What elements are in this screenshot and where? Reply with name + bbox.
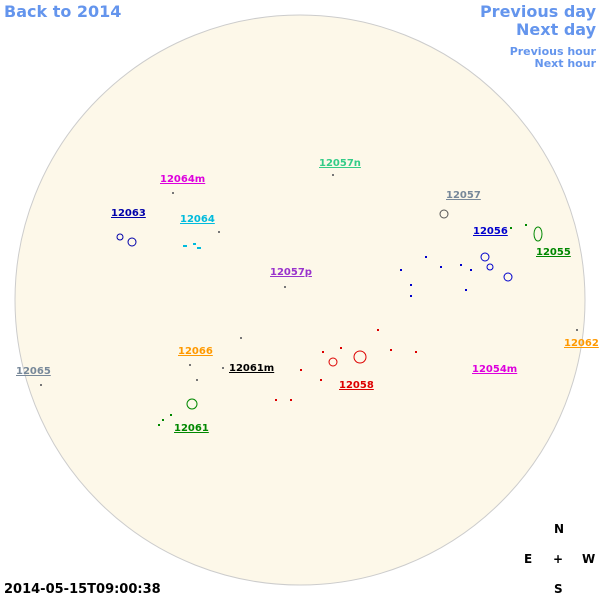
compass-west: W [582, 552, 596, 566]
timestamp: 2014-05-15T09:00:38 [4, 582, 161, 597]
previous-day-link[interactable]: Previous day [479, 2, 596, 21]
compass-south: S [554, 582, 563, 596]
previous-hour-link[interactable]: Previous hour [509, 45, 596, 58]
region-label[interactable]: 12058 [339, 380, 374, 391]
back-link[interactable]: Back to 2014 [4, 2, 122, 21]
region-label[interactable]: 12057p [270, 267, 312, 278]
region-label[interactable]: 12061 [174, 423, 209, 434]
region-label[interactable]: 12064 [180, 214, 215, 225]
region-label[interactable]: 12063 [111, 208, 146, 219]
region-label[interactable]: 12056 [473, 226, 508, 237]
region-label[interactable]: 12057 [446, 190, 481, 201]
region-label[interactable]: 12062 [564, 338, 599, 349]
region-label[interactable]: 12061m [229, 363, 275, 374]
region-label[interactable]: 12054m [472, 364, 518, 375]
compass-north: N [554, 522, 565, 536]
region-label[interactable]: 12064m [160, 174, 206, 185]
next-day-link[interactable]: Next day [516, 20, 596, 39]
compass-center: + [553, 552, 564, 566]
region-label[interactable]: 12065 [16, 366, 51, 377]
region-label[interactable]: 12057n [319, 158, 361, 169]
solar-disk [14, 14, 586, 586]
region-label[interactable]: 12066 [178, 346, 213, 357]
compass-east: E [524, 552, 533, 566]
spot-markers [40, 174, 578, 426]
next-hour-link[interactable]: Next hour [534, 57, 597, 70]
region-label[interactable]: 12055 [536, 247, 571, 258]
